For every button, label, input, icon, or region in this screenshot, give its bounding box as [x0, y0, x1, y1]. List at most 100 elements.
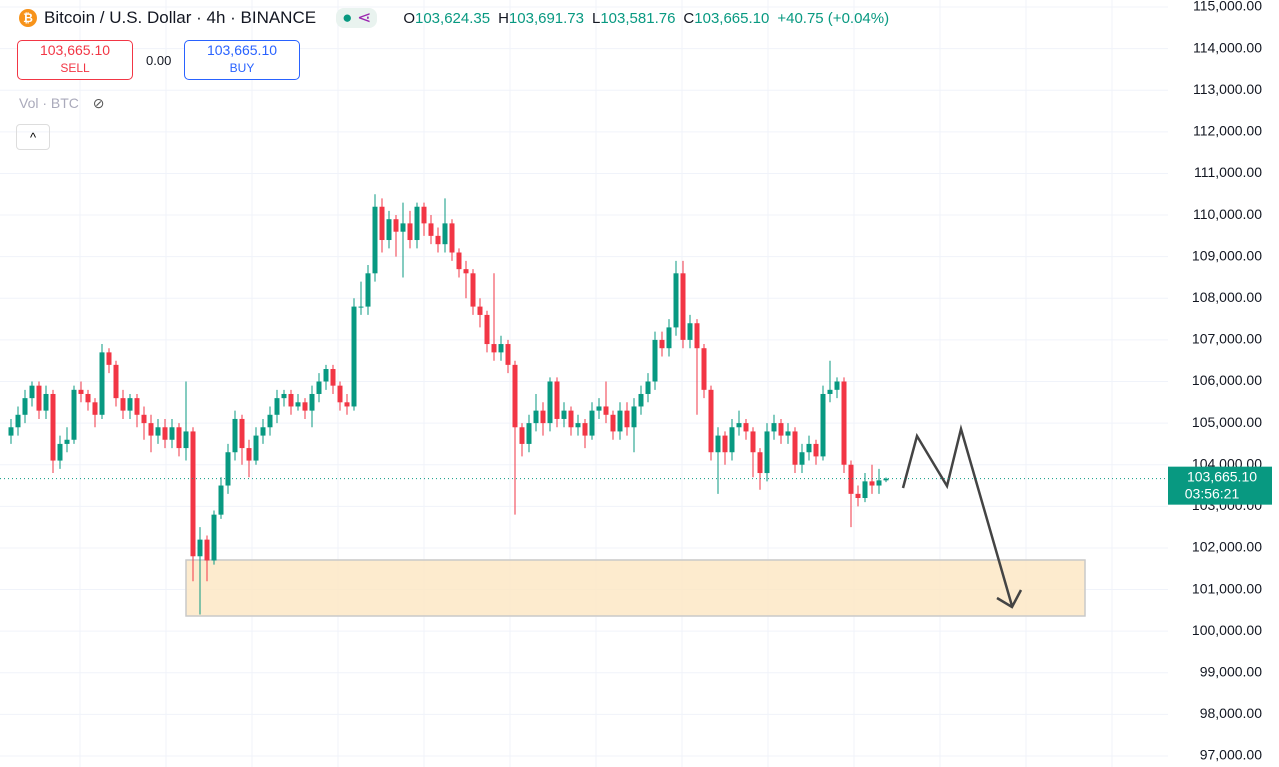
- candle-body: [575, 423, 581, 428]
- candle-body: [638, 393, 644, 407]
- svg-text:₿: ₿: [23, 11, 33, 25]
- y-tick-label: 106,000.00: [1192, 372, 1262, 388]
- candle-body: [624, 410, 630, 428]
- candle-body: [15, 414, 21, 428]
- candle-body: [57, 443, 63, 461]
- candle-body: [414, 206, 420, 241]
- projection-arrowhead: [996, 589, 1023, 609]
- candle-body: [785, 431, 791, 436]
- candle-body: [211, 514, 217, 561]
- demand-zone: [185, 559, 1086, 617]
- last-price-label: 103,665.10: [1187, 468, 1257, 484]
- y-tick-label: 97,000.00: [1200, 747, 1262, 763]
- candle-body: [862, 481, 868, 499]
- candle-body: [813, 443, 819, 457]
- candle-body: [505, 344, 511, 365]
- status-pill: ● ⋖: [336, 8, 378, 28]
- candle-body: [582, 423, 588, 436]
- y-tick-label: 109,000.00: [1192, 247, 1262, 263]
- candle-body: [680, 273, 686, 340]
- candle-body: [673, 273, 679, 328]
- candle-body: [372, 206, 378, 274]
- y-tick-label: 102,000.00: [1192, 539, 1262, 555]
- candle-body: [344, 402, 350, 407]
- y-tick-label: 115,000.00: [1193, 0, 1262, 14]
- candle-body: [477, 306, 483, 315]
- candle-body: [8, 427, 14, 436]
- candle-body: [337, 385, 343, 403]
- buy-button[interactable]: 103,665.10 BUY: [184, 40, 300, 80]
- y-tick-label: 111,000.00: [1194, 164, 1262, 180]
- ohlc-value: 103,624.35: [415, 9, 491, 27]
- candle-body: [568, 410, 574, 428]
- candle-body: [701, 348, 707, 390]
- candle-body: [323, 369, 329, 382]
- buy-label: BUY: [229, 61, 255, 75]
- candle-body: [29, 385, 35, 399]
- y-tick-label: 112,000.00: [1193, 123, 1262, 139]
- candle-body: [204, 539, 210, 561]
- candle-body: [134, 398, 140, 415]
- spread: 0.00: [146, 53, 172, 68]
- candle-body: [393, 219, 399, 232]
- countdown: 03:56:21: [1185, 485, 1240, 501]
- candle-body: [729, 427, 735, 453]
- candle-body: [253, 435, 259, 461]
- candle-body: [43, 393, 49, 411]
- candle-body: [407, 223, 413, 241]
- candle-body: [666, 327, 672, 349]
- candle-body: [554, 381, 560, 419]
- candle-body: [155, 427, 161, 436]
- candle-body: [428, 223, 434, 236]
- candle-body: [239, 418, 245, 449]
- y-tick-label: 113,000.00: [1193, 81, 1262, 97]
- candle-body: [722, 435, 728, 453]
- candle-body: [232, 418, 238, 453]
- candle-body: [799, 452, 805, 465]
- candle-body: [99, 352, 105, 415]
- candle-body: [806, 443, 812, 453]
- candle-body: [603, 406, 609, 415]
- candle-body: [316, 381, 322, 394]
- y-tick-label: 105,000.00: [1192, 414, 1262, 430]
- candle-body: [792, 431, 798, 465]
- sell-button[interactable]: 103,665.10 SELL: [17, 40, 133, 80]
- sell-price: 103,665.10: [39, 42, 111, 58]
- symbol-title: Bitcoin / U.S. Dollar · 4h · BINANCE: [44, 8, 317, 27]
- candle-body: [778, 423, 784, 436]
- y-tick-label: 108,000.00: [1192, 289, 1262, 305]
- volume-label: Vol · BTC ⊘: [19, 95, 105, 111]
- ohlc-item: C103,665.10: [683, 10, 769, 27]
- candle-body: [106, 352, 112, 365]
- ohlc-item: L103,581.76: [592, 10, 675, 27]
- candle-body: [645, 381, 651, 394]
- candle-body: [148, 423, 154, 436]
- candle-body: [358, 306, 364, 308]
- ohlc-key: H: [498, 9, 509, 27]
- candle-body: [841, 381, 847, 465]
- ohlc-key: L: [592, 9, 601, 27]
- candle-body: [190, 431, 196, 557]
- candle-body: [113, 364, 119, 399]
- candle-body: [827, 389, 833, 394]
- y-tick-label: 100,000.00: [1192, 622, 1262, 638]
- collapse-button[interactable]: ^: [16, 124, 50, 150]
- y-tick-label: 101,000.00: [1192, 580, 1262, 596]
- candle-body: [120, 398, 126, 411]
- candle-body: [470, 273, 476, 307]
- candle-body: [365, 273, 371, 307]
- candle-body: [302, 402, 308, 411]
- candle-body: [834, 381, 840, 390]
- candle-body: [855, 493, 861, 499]
- candle-body: [617, 410, 623, 432]
- candle-body: [330, 369, 336, 386]
- candle-body: [526, 423, 532, 444]
- candle-body: [379, 206, 385, 241]
- candle-body: [71, 389, 77, 440]
- candle-body: [421, 206, 427, 224]
- candle-body: [533, 410, 539, 424]
- candle-body: [456, 252, 462, 270]
- candle-body: [22, 398, 28, 415]
- buy-price: 103,665.10: [206, 42, 278, 58]
